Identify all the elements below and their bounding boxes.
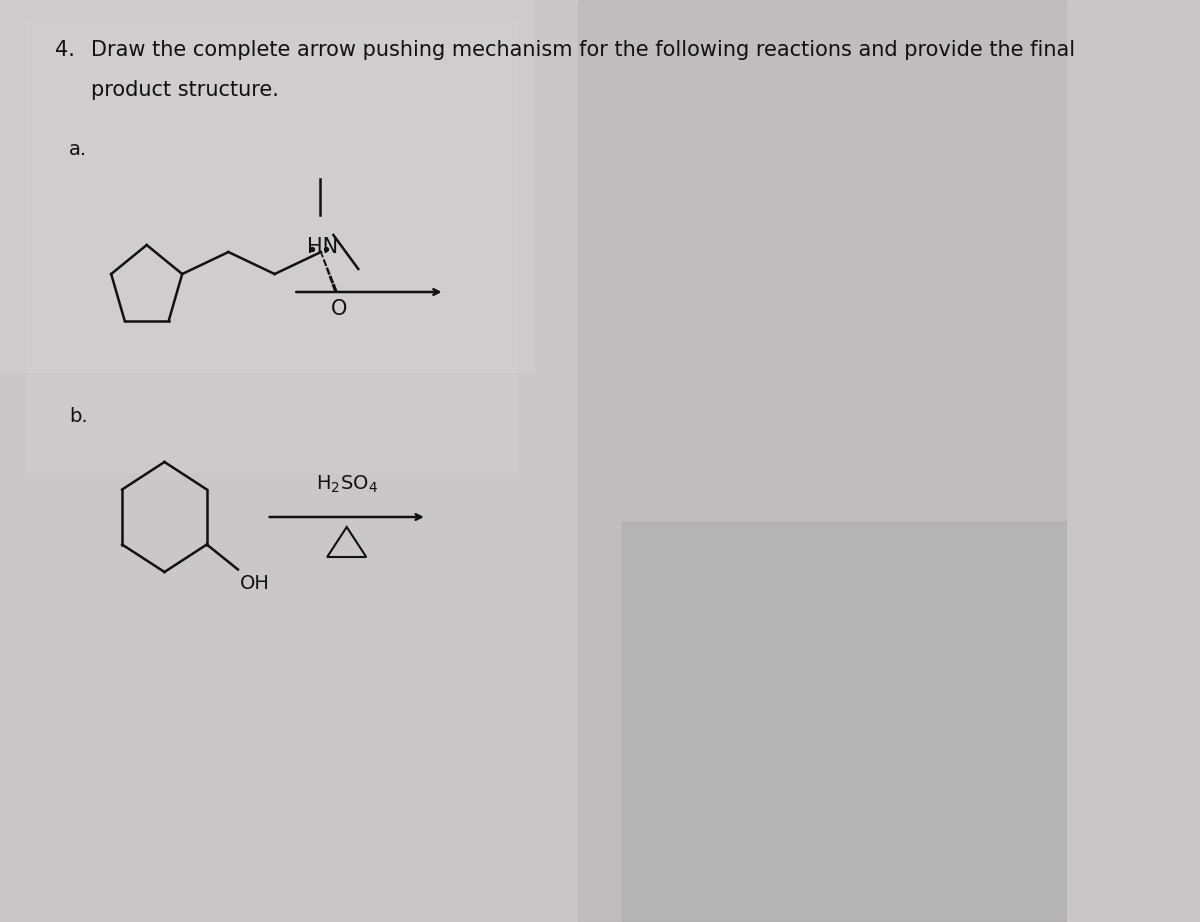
- Text: Draw the complete arrow pushing mechanism for the following reactions and provid: Draw the complete arrow pushing mechanis…: [91, 40, 1075, 60]
- Text: b.: b.: [70, 407, 88, 426]
- Text: HN: HN: [307, 237, 338, 257]
- Text: product structure.: product structure.: [91, 80, 278, 100]
- Bar: [623, 522, 1067, 922]
- Text: OH: OH: [240, 573, 270, 593]
- Text: O: O: [330, 299, 347, 319]
- Bar: [26, 22, 516, 472]
- Text: a.: a.: [70, 140, 88, 159]
- Text: 4.: 4.: [55, 40, 74, 60]
- Text: $\mathregular{H_2SO_4}$: $\mathregular{H_2SO_4}$: [316, 474, 378, 495]
- Bar: [0, 0, 534, 372]
- Bar: [578, 0, 1067, 922]
